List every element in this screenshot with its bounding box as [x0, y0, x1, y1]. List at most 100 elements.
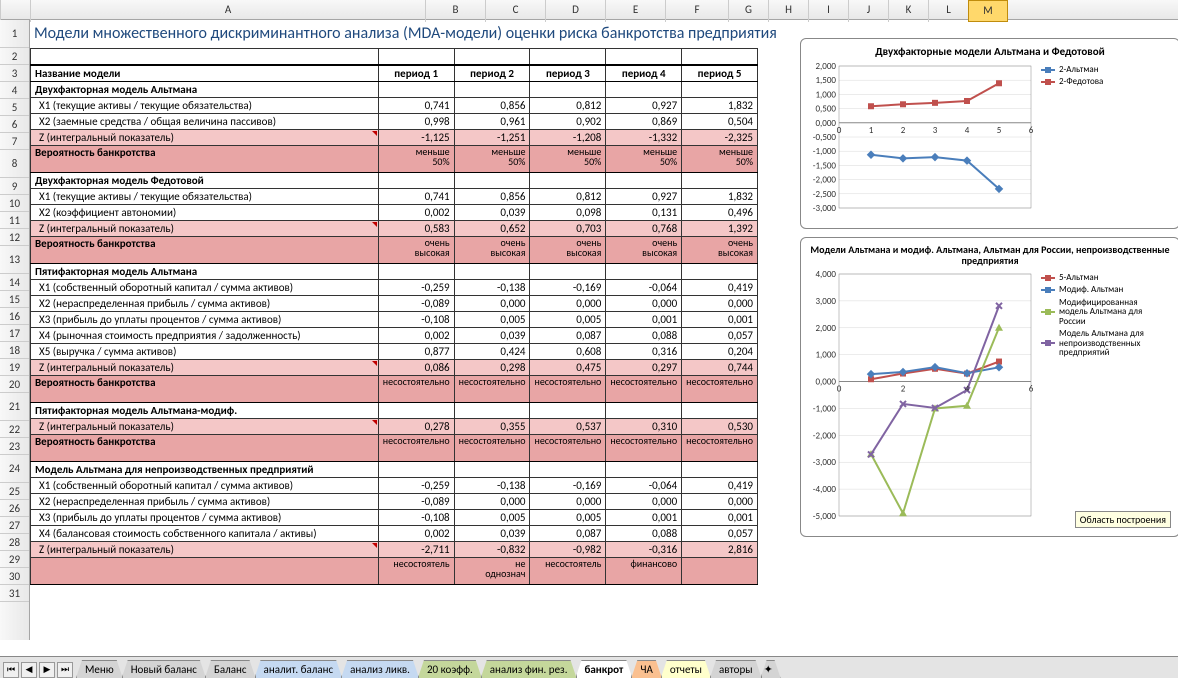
row-header-20[interactable]: 20 [0, 376, 29, 393]
z-value[interactable]: 0,583 [378, 220, 454, 236]
sheet-tab[interactable]: Меню [76, 660, 123, 678]
row-header-2[interactable]: 2 [0, 48, 29, 65]
factor-value[interactable]: 0,088 [606, 327, 682, 343]
row-header-24[interactable]: 24 [0, 455, 29, 483]
z-value[interactable]: -0,316 [606, 541, 682, 557]
row-header-1[interactable]: 1 [0, 20, 29, 48]
z-value[interactable]: 2,816 [682, 541, 758, 557]
factor-value[interactable]: 0,856 [454, 188, 530, 204]
factor-value[interactable]: 0,005 [454, 509, 530, 525]
chart-two-factor[interactable]: Двухфакторные модели Альтмана и Федотово… [800, 38, 1178, 229]
factor-value[interactable]: 0,000 [682, 295, 758, 311]
factor-value[interactable]: 0,902 [530, 113, 606, 129]
factor-value[interactable]: -0,089 [378, 295, 454, 311]
factor-value[interactable]: 0,002 [378, 525, 454, 541]
factor-value[interactable]: 0,419 [682, 279, 758, 295]
factor-value[interactable]: 0,098 [530, 204, 606, 220]
factor-value[interactable]: 0,088 [606, 525, 682, 541]
factor-value[interactable]: -0,089 [378, 493, 454, 509]
factor-value[interactable]: 0,005 [530, 509, 606, 525]
prob-value[interactable]: неоднознач [454, 557, 530, 584]
factor-value[interactable]: 0,002 [378, 327, 454, 343]
z-value[interactable]: -0,832 [454, 541, 530, 557]
factor-value[interactable]: 0,002 [378, 204, 454, 220]
factor-value[interactable]: -0,169 [530, 477, 606, 493]
row-header-22[interactable]: 22 [0, 421, 29, 438]
prob-value[interactable]: несостоятельно [530, 434, 606, 461]
z-value[interactable]: 0,537 [530, 418, 606, 434]
row-header-6[interactable]: 6 [0, 116, 29, 133]
chart-multi-factor[interactable]: Модели Альтмана и модиф. Альтмана, Альтм… [800, 237, 1178, 537]
factor-value[interactable]: 0,741 [378, 97, 454, 113]
factor-value[interactable]: 0,057 [682, 525, 758, 541]
row-header-19[interactable]: 19 [0, 359, 29, 376]
factor-value[interactable]: 0,856 [454, 97, 530, 113]
factor-value[interactable]: 0,039 [454, 204, 530, 220]
factor-value[interactable]: -0,138 [454, 477, 530, 493]
factor-value[interactable]: 0,869 [606, 113, 682, 129]
factor-value[interactable]: 0,419 [682, 477, 758, 493]
z-value[interactable]: 0,703 [530, 220, 606, 236]
sheet-tab[interactable]: 20 коэфф. [418, 660, 482, 678]
z-value[interactable]: 0,310 [606, 418, 682, 434]
factor-value[interactable]: 0,504 [682, 113, 758, 129]
prob-value[interactable]: меньше50% [606, 145, 682, 172]
prob-value[interactable]: финансово [606, 557, 682, 584]
factor-value[interactable]: 0,000 [606, 493, 682, 509]
factor-value[interactable]: 0,204 [682, 343, 758, 359]
tab-last-icon[interactable]: ⏭ [57, 662, 73, 678]
factor-value[interactable]: 0,316 [606, 343, 682, 359]
factor-value[interactable]: 0,001 [606, 311, 682, 327]
sheet-tab[interactable]: авторы [710, 660, 762, 678]
z-value[interactable]: 0,297 [606, 359, 682, 375]
z-value[interactable]: 0,278 [378, 418, 454, 434]
sheet-tab[interactable]: отчеты [661, 660, 711, 678]
col-header-E[interactable]: E [605, 0, 665, 22]
z-value[interactable]: -1,251 [454, 129, 530, 145]
factor-value[interactable]: 0,496 [682, 204, 758, 220]
prob-value[interactable]: несостоятельно [454, 375, 530, 402]
z-value[interactable]: -1,332 [606, 129, 682, 145]
tab-prev-icon[interactable]: ◀ [21, 662, 37, 678]
factor-value[interactable]: 0,005 [530, 311, 606, 327]
factor-value[interactable]: 0,057 [682, 327, 758, 343]
col-header-K[interactable]: K [888, 0, 928, 22]
prob-value[interactable]: несостоятельно [530, 375, 606, 402]
factor-value[interactable]: 0,001 [606, 509, 682, 525]
row-header-16[interactable]: 16 [0, 308, 29, 325]
factor-value[interactable]: 0,000 [454, 493, 530, 509]
factor-value[interactable]: 0,000 [530, 493, 606, 509]
factor-value[interactable]: -0,064 [606, 477, 682, 493]
col-header-L[interactable]: L [928, 0, 968, 22]
row-header-3[interactable]: 3 [0, 65, 29, 82]
factor-value[interactable]: 1,832 [682, 97, 758, 113]
factor-value[interactable]: -0,108 [378, 509, 454, 525]
prob-value[interactable]: оченьвысокая [606, 236, 682, 263]
prob-value[interactable]: несостоятельно [378, 434, 454, 461]
prob-value[interactable]: оченьвысокая [454, 236, 530, 263]
row-header-8[interactable]: 8 [0, 150, 29, 178]
factor-value[interactable]: 0,087 [530, 327, 606, 343]
prob-value[interactable]: несостоятель [530, 557, 606, 584]
factor-value[interactable]: -0,259 [378, 477, 454, 493]
row-header-17[interactable]: 17 [0, 325, 29, 342]
sheet-tab[interactable]: анализ ликв. [341, 660, 419, 678]
factor-value[interactable]: 0,001 [682, 311, 758, 327]
prob-value[interactable]: несостоятельно [682, 375, 758, 402]
factor-value[interactable]: 0,131 [606, 204, 682, 220]
row-header-25[interactable]: 25 [0, 483, 29, 500]
factor-value[interactable]: 0,927 [606, 188, 682, 204]
sheet-tab[interactable]: аналит. баланс [255, 660, 343, 678]
prob-value[interactable]: меньше50% [682, 145, 758, 172]
factor-value[interactable]: 0,877 [378, 343, 454, 359]
prob-value[interactable]: несостоятельно [682, 434, 758, 461]
factor-value[interactable]: 0,424 [454, 343, 530, 359]
col-header-M[interactable]: M [968, 0, 1008, 22]
factor-value[interactable]: 0,000 [454, 295, 530, 311]
sheet-tab[interactable]: Баланс [205, 660, 256, 678]
prob-value[interactable]: оченьвысокая [682, 236, 758, 263]
factor-value[interactable]: 0,998 [378, 113, 454, 129]
col-header-J[interactable]: J [848, 0, 888, 22]
prob-value[interactable]: оченьвысокая [530, 236, 606, 263]
col-header-G[interactable]: G [728, 0, 768, 22]
